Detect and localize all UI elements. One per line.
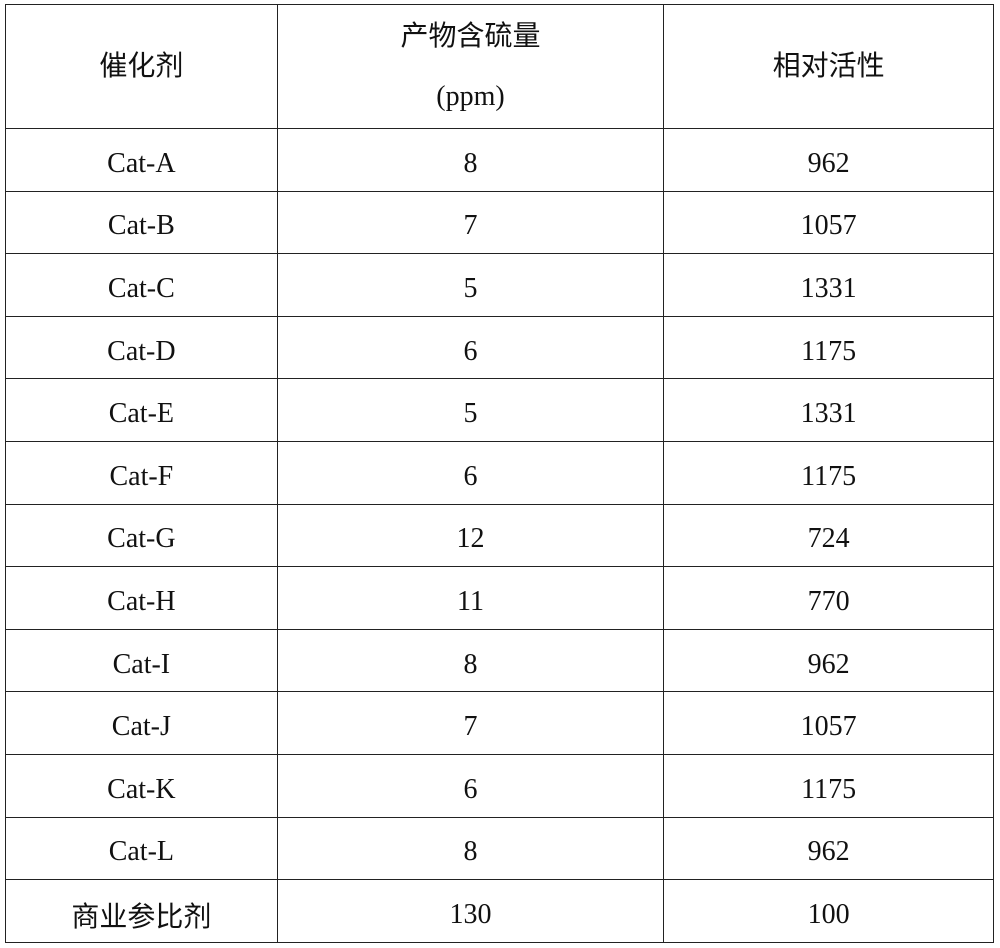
- table-row: Cat-B71057: [6, 191, 994, 254]
- catalyst-cell: Cat-D: [6, 316, 278, 379]
- relative-activity-cell: 1175: [664, 316, 994, 379]
- relative-activity-cell: 962: [664, 129, 994, 192]
- table-row: Cat-H11770: [6, 567, 994, 630]
- catalyst-cell: Cat-G: [6, 504, 278, 567]
- sulfur-content-cell: 8: [277, 129, 664, 192]
- table-row: Cat-C51331: [6, 254, 994, 317]
- catalyst-cell: Cat-J: [6, 692, 278, 755]
- catalyst-cell: Cat-K: [6, 754, 278, 817]
- relative-activity-cell: 1175: [664, 754, 994, 817]
- header-catalyst: 催化剂: [6, 5, 278, 129]
- catalyst-cell: Cat-A: [6, 129, 278, 192]
- catalyst-cell: Cat-L: [6, 817, 278, 880]
- sulfur-content-cell: 11: [277, 567, 664, 630]
- catalyst-cell: 商业参比剂: [6, 880, 278, 943]
- relative-activity-cell: 962: [664, 629, 994, 692]
- catalyst-cell: Cat-H: [6, 567, 278, 630]
- header-relative-activity: 相对活性: [664, 5, 994, 129]
- catalyst-table: 催化剂 产物含硫量 (ppm) 相对活性 Cat-A8962Cat-B71057…: [5, 4, 994, 943]
- catalyst-cell: Cat-F: [6, 441, 278, 504]
- catalyst-cell: Cat-C: [6, 254, 278, 317]
- table-row: Cat-J71057: [6, 692, 994, 755]
- relative-activity-cell: 1331: [664, 254, 994, 317]
- relative-activity-cell: 1057: [664, 191, 994, 254]
- header-sulfur-content: 产物含硫量 (ppm): [277, 5, 664, 129]
- table-row: Cat-A8962: [6, 129, 994, 192]
- catalyst-cell: Cat-B: [6, 191, 278, 254]
- relative-activity-cell: 1175: [664, 441, 994, 504]
- header-row: 催化剂 产物含硫量 (ppm) 相对活性: [6, 5, 994, 129]
- header-sulfur-unit: (ppm): [278, 67, 664, 127]
- relative-activity-cell: 962: [664, 817, 994, 880]
- table-row: 商业参比剂130100: [6, 880, 994, 943]
- sulfur-content-cell: 8: [277, 629, 664, 692]
- catalyst-cell: Cat-E: [6, 379, 278, 442]
- table-row: Cat-K61175: [6, 754, 994, 817]
- relative-activity-cell: 100: [664, 880, 994, 943]
- sulfur-content-cell: 5: [277, 379, 664, 442]
- sulfur-content-cell: 6: [277, 754, 664, 817]
- relative-activity-cell: 1331: [664, 379, 994, 442]
- sulfur-content-cell: 12: [277, 504, 664, 567]
- table-row: Cat-G12724: [6, 504, 994, 567]
- sulfur-content-cell: 130: [277, 880, 664, 943]
- table-row: Cat-L8962: [6, 817, 994, 880]
- catalyst-cell: Cat-I: [6, 629, 278, 692]
- sulfur-content-cell: 7: [277, 692, 664, 755]
- relative-activity-cell: 724: [664, 504, 994, 567]
- table-row: Cat-D61175: [6, 316, 994, 379]
- table-row: Cat-E51331: [6, 379, 994, 442]
- header-sulfur-label: 产物含硫量: [278, 7, 664, 67]
- sulfur-content-cell: 7: [277, 191, 664, 254]
- sulfur-content-cell: 8: [277, 817, 664, 880]
- relative-activity-cell: 1057: [664, 692, 994, 755]
- table-row: Cat-F61175: [6, 441, 994, 504]
- relative-activity-cell: 770: [664, 567, 994, 630]
- sulfur-content-cell: 6: [277, 441, 664, 504]
- table-row: Cat-I8962: [6, 629, 994, 692]
- sulfur-content-cell: 5: [277, 254, 664, 317]
- sulfur-content-cell: 6: [277, 316, 664, 379]
